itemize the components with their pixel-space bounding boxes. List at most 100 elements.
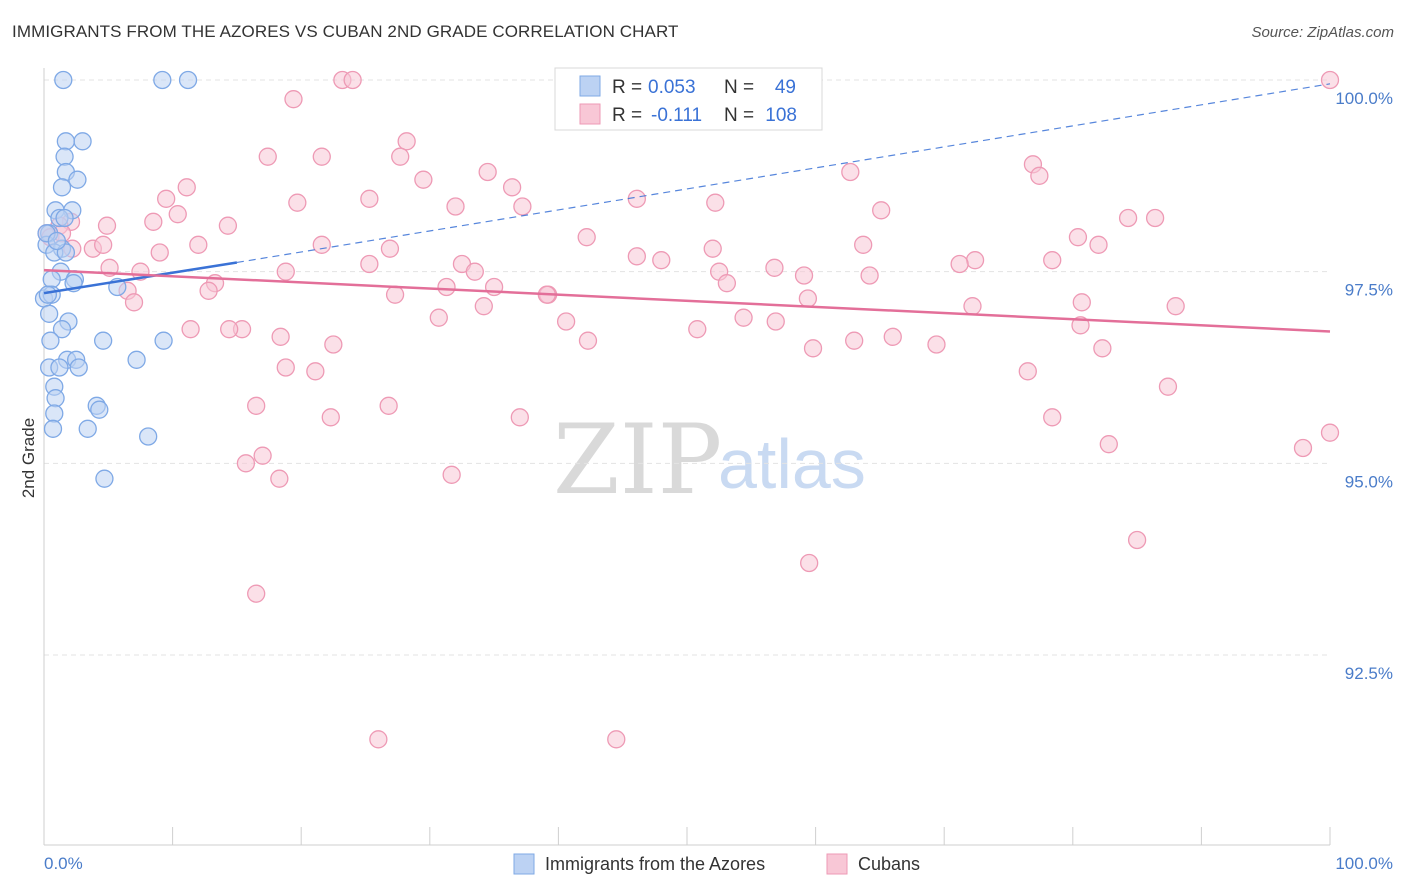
watermark-atlas: atlas [718,425,866,503]
cuban-point [150,243,169,262]
cuban-trend-line [43,268,1331,333]
azores-point [56,132,76,151]
cuban-point [270,469,289,488]
cuban-point [271,327,290,346]
cuban-point [1068,228,1088,247]
legend-blue-swatch [579,75,601,97]
series-legend: Immigrants from the Azores Cubans [513,853,920,875]
cuban-point [800,553,819,573]
bottom-legend-pink-label: Cubans [858,854,920,874]
cuban-point [306,362,325,381]
azores-point [45,404,64,423]
cuban-point [706,193,725,212]
azores-point [52,320,72,339]
legend-pink-n-label: N = [724,105,754,126]
trend-lines [43,83,1331,333]
cuban-point [276,358,295,377]
azores-trend-extension [236,83,1331,264]
cuban-point [124,293,144,312]
azores-point [139,427,158,446]
cuban-point [181,320,200,339]
cuban-point [312,235,331,254]
azores-point [43,419,63,438]
cuban-point [854,235,873,254]
legend-pink-r-label: R = [612,105,642,126]
cuban-point [883,327,902,346]
cuban-point [258,147,277,166]
cuban-point [1166,297,1185,316]
azores-point [178,70,198,90]
x-ticks [43,827,1331,845]
azores-point [46,389,65,408]
cuban-point [218,216,238,235]
cuban-point [607,730,626,749]
cuban-point [236,454,256,473]
chart-title: IMMIGRANTS FROM THE AZORES VS CUBAN 2ND … [12,22,679,41]
azores-series [34,70,198,488]
legend-pink-n-value: 108 [765,105,797,126]
azores-point [47,231,67,251]
cuban-point [1320,70,1340,90]
cuban-point [442,465,461,484]
legend-blue-r-value: 0.053 [648,77,696,98]
cuban-point [360,189,379,208]
cuban-point [391,147,410,166]
cuban-point [1320,423,1340,442]
azores-point [73,132,92,151]
cuban-point [798,289,818,308]
cuban-point [794,266,814,285]
cuban-point [288,193,307,212]
y-axis-title: 2nd Grade [19,418,38,498]
stats-legend: R = 0.053 N = 49 R = -0.111 N = 108 [554,67,823,131]
cuban-point [872,201,891,220]
cuban-point [577,228,596,247]
cuban-point [734,308,753,327]
azores-point [95,469,114,488]
cuban-point [766,312,785,331]
azores-trend-line [43,261,238,295]
cuban-point [1071,316,1090,335]
y-tick-label: 92.5% [1345,664,1393,683]
azores-point [68,170,87,189]
cuban-point [276,262,295,281]
azores-point [90,400,109,419]
bottom-legend-blue-swatch [513,853,535,875]
cuban-point [1093,339,1112,358]
azores-point [154,331,173,350]
legend-blue-r-label: R = [612,77,642,98]
azores-point [55,147,74,166]
cuban-point [765,258,784,277]
cuban-point [1030,166,1049,185]
cuban-point [1127,530,1147,550]
cuban-point [1072,293,1091,312]
azores-point [69,358,88,377]
azores-point [41,331,60,350]
cuban-point [465,262,484,281]
cuban-point [1293,438,1313,458]
cuban-point [1099,435,1118,454]
bottom-legend-pink-swatch [826,853,848,875]
cuban-point [627,189,646,208]
cuban-point [144,212,163,231]
cuban-point [437,277,456,297]
cuban-point [703,239,722,258]
y-tick-label: 100.0% [1335,89,1393,108]
cuban-point [321,408,340,427]
cuban-point [380,239,400,258]
cuban-point [446,197,465,216]
cuban-point [414,170,433,189]
cuban-point [963,297,982,316]
cuban-point [478,162,497,182]
bottom-legend-blue-label: Immigrants from the Azores [545,854,765,874]
cuban-point [717,274,737,293]
cuban-point [502,178,522,197]
cuban-point [688,320,707,339]
cuban-point [1018,362,1037,381]
azores-point [127,350,146,369]
cuban-point [474,297,493,316]
azores-point [39,304,59,323]
azores-point [54,70,73,90]
chart-source: Source: ZipAtlas.com [1251,24,1394,41]
azores-point [42,270,61,289]
